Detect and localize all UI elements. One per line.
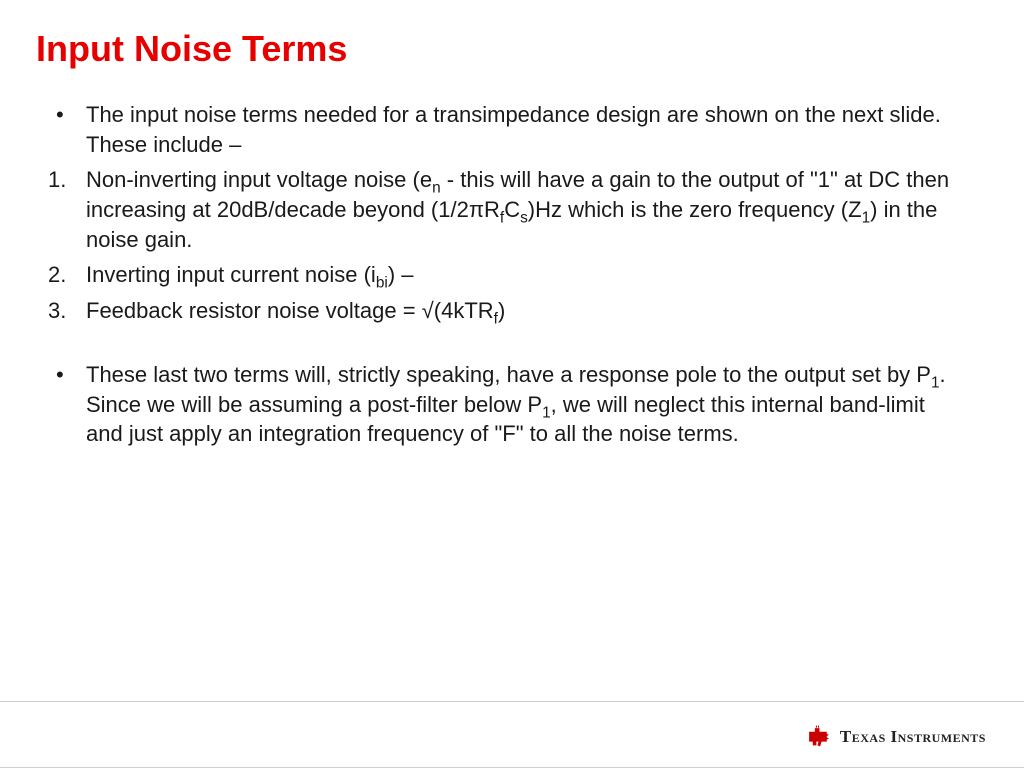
- slide-title: Input Noise Terms: [36, 28, 347, 70]
- slide: Input Noise Terms •The input noise terms…: [0, 0, 1024, 768]
- list-item: 2.Inverting input current noise (ibi) –: [48, 260, 964, 290]
- list-item-text: Non-inverting input voltage noise (en - …: [86, 165, 964, 254]
- list-number: 3.: [48, 296, 86, 326]
- brand-name: Texas Instruments: [840, 727, 986, 747]
- bullet-icon: •: [48, 100, 86, 159]
- list-item-text: Feedback resistor noise voltage = √(4kTR…: [86, 296, 964, 326]
- list-item-text: The input noise terms needed for a trans…: [86, 100, 964, 159]
- slide-body: •The input noise terms needed for a tran…: [48, 100, 964, 455]
- list-item: 3.Feedback resistor noise voltage = √(4k…: [48, 296, 964, 326]
- ti-chip-icon: [806, 724, 832, 750]
- list-number: 1.: [48, 165, 86, 254]
- list-item-text: These last two terms will, strictly spea…: [86, 360, 964, 449]
- footer-divider: [0, 701, 1024, 702]
- list-item: 1.Non-inverting input voltage noise (en …: [48, 165, 964, 254]
- spacer: [48, 332, 964, 360]
- list-number: 2.: [48, 260, 86, 290]
- list-item: •These last two terms will, strictly spe…: [48, 360, 964, 449]
- brand-logo: Texas Instruments: [806, 724, 986, 750]
- bullet-icon: •: [48, 360, 86, 449]
- list-item-text: Inverting input current noise (ibi) –: [86, 260, 964, 290]
- list-item: •The input noise terms needed for a tran…: [48, 100, 964, 159]
